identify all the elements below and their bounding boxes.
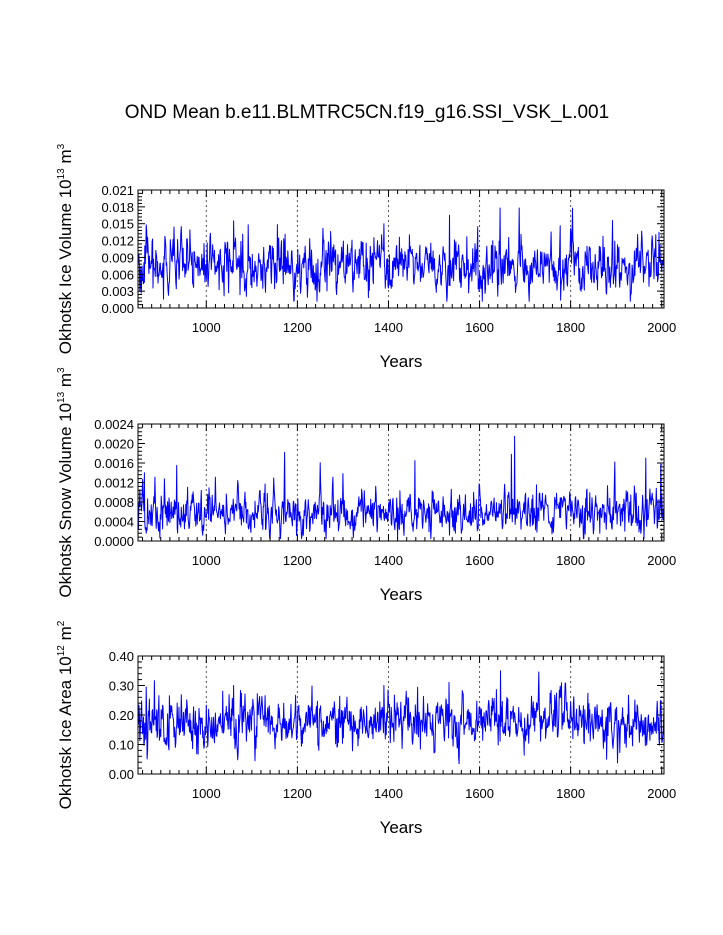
- y-tick-label: 0.30: [109, 679, 134, 694]
- y-tick-label: 0.0016: [94, 456, 134, 471]
- y-tick-label: 0.018: [101, 200, 134, 215]
- series-line: [137, 670, 665, 765]
- y-axis-label-text: Okhotsk Ice Area 10: [56, 656, 75, 809]
- ice-area-panel: 1000 1200 1400 1600 1800 2000 0.00 0.10 0.20 0.30…: [56, 620, 676, 837]
- y-tick-label: 0.003: [101, 284, 134, 299]
- y-tick-label: 0.015: [101, 217, 134, 232]
- y-axis-label-superscript: 3: [56, 143, 67, 149]
- y-tick-label: 0.10: [109, 738, 134, 753]
- x-tick-label: 2000: [647, 786, 676, 801]
- y-tick-label: 0.0024: [94, 417, 134, 432]
- x-tick-label: 2000: [647, 553, 676, 568]
- y-tick-label: 0.021: [101, 183, 134, 198]
- x-tick-label: 1600: [465, 553, 494, 568]
- y-tick-label: 0.40: [109, 649, 134, 664]
- x-tick-label: 1800: [556, 320, 585, 335]
- chart-title: OND Mean b.e11.BLMTRC5CN.f19_g16.SSI_VSK…: [125, 102, 609, 123]
- plot-frame: [137, 189, 665, 309]
- y-tick-label: 0.00: [109, 767, 134, 782]
- y-tick-label: 0.006: [101, 267, 134, 282]
- x-tick-label: 1000: [192, 786, 221, 801]
- x-axis-label: Years: [380, 585, 423, 604]
- x-tick-label: 1200: [283, 553, 312, 568]
- y-tick-label: 0.012: [101, 234, 134, 249]
- y-tick-label: 0.0004: [94, 515, 134, 530]
- x-tick-label: 1400: [374, 786, 403, 801]
- y-axis-label-superscript: 12: [56, 645, 67, 657]
- ice-volume-panel: 1000 1200 1400 1600 1800 2000 0.000 0.003 0.006 0…: [56, 143, 676, 371]
- y-tick-label: 0.0008: [94, 495, 134, 510]
- x-tick-label: 2000: [647, 320, 676, 335]
- y-axis-label-text: m: [56, 149, 75, 168]
- y-axis-label-text: m: [56, 626, 75, 645]
- y-tick-label: 0.0000: [94, 534, 134, 549]
- y-axis-label: Okhotsk Snow Volume 1013 m3: [56, 367, 75, 598]
- x-tick-label: 1000: [192, 553, 221, 568]
- y-axis-label-superscript: 2: [56, 620, 67, 626]
- x-tick-label: 1600: [465, 786, 494, 801]
- x-tick-label: 1600: [465, 320, 494, 335]
- x-tick-label: 1200: [283, 320, 312, 335]
- y-axis-label-text: m: [56, 373, 75, 392]
- y-tick-label: 0.20: [109, 708, 134, 723]
- y-tick-label: 0.009: [101, 250, 134, 265]
- y-axis-label-text: Okhotsk Ice Volume 10: [56, 179, 75, 354]
- x-tick-label: 1800: [556, 786, 585, 801]
- y-tick-label: 0.0020: [94, 437, 134, 452]
- y-axis-label: Okhotsk Ice Area 1012 m2: [56, 620, 75, 809]
- y-axis-label-text: Okhotsk Snow Volume 10: [56, 403, 75, 598]
- x-tick-label: 1400: [374, 320, 403, 335]
- series-line: [137, 207, 665, 302]
- y-tick-label: 0.000: [101, 301, 134, 316]
- x-tick-label: 1000: [192, 320, 221, 335]
- x-tick-label: 1400: [374, 553, 403, 568]
- y-axis-label: Okhotsk Ice Volume 1013 m3: [56, 143, 75, 354]
- series-line: [137, 435, 665, 540]
- x-axis-label: Years: [380, 818, 423, 837]
- y-axis-label-superscript: 13: [56, 168, 67, 180]
- x-tick-label: 1200: [283, 786, 312, 801]
- x-tick-label: 1800: [556, 553, 585, 568]
- snow-volume-panel: 1000 1200 1400 1600 1800 2000 0.0000 0.0004 0.00…: [56, 367, 676, 604]
- y-axis-label-superscript: 3: [56, 367, 67, 373]
- x-axis-label: Years: [380, 352, 423, 371]
- y-tick-label: 0.0012: [94, 476, 134, 491]
- y-axis-label-superscript: 13: [56, 391, 67, 403]
